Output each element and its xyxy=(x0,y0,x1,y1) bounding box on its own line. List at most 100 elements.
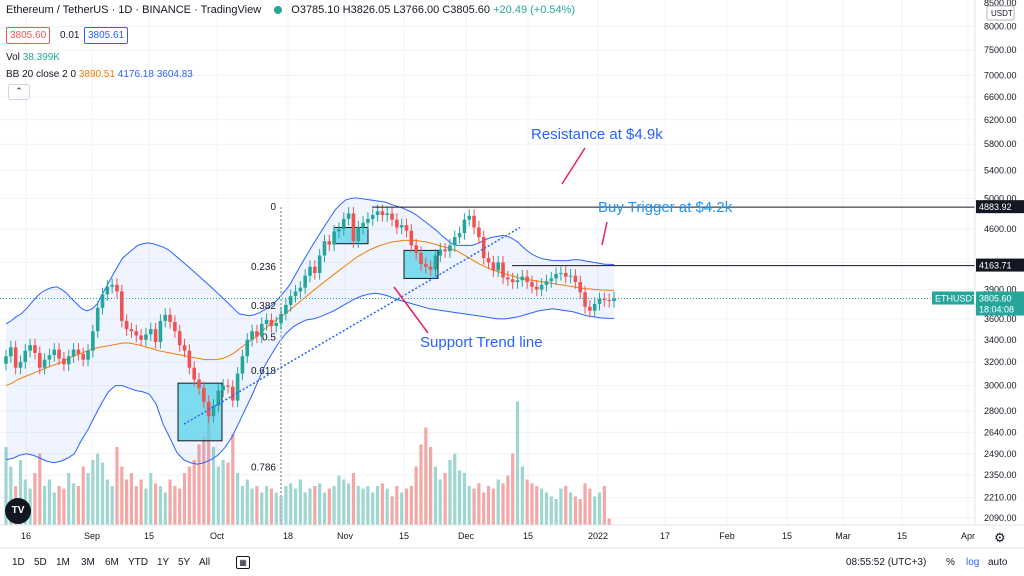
candle-body xyxy=(158,320,163,342)
volume-bar xyxy=(313,486,317,525)
timeframe-5d[interactable]: 5D xyxy=(34,557,47,568)
timeframe-all[interactable]: All xyxy=(199,557,211,568)
timeframe-ytd[interactable]: YTD xyxy=(128,557,148,568)
auto-toggle[interactable]: auto xyxy=(988,557,1008,568)
volume-bar xyxy=(182,473,187,525)
x-tick-label: 2022 xyxy=(588,531,608,541)
volume-bar xyxy=(404,488,409,525)
timeframe-3m[interactable]: 3M xyxy=(81,557,95,568)
candle-body xyxy=(404,225,409,231)
candle-body xyxy=(211,405,216,417)
candle-body xyxy=(477,227,481,238)
candle-body xyxy=(530,282,534,287)
candle-body xyxy=(284,304,288,314)
candle-body xyxy=(226,385,230,387)
log-toggle[interactable]: log xyxy=(966,557,980,568)
timeframe-1m[interactable]: 1M xyxy=(56,557,70,568)
bid-price-box[interactable]: 3805.60 xyxy=(6,27,51,44)
candle-body xyxy=(177,331,182,346)
volume-bar xyxy=(163,492,167,525)
volume-bar xyxy=(588,488,592,525)
candle-body xyxy=(583,292,587,307)
volume-bar xyxy=(549,496,553,525)
timeframe-6m[interactable]: 6M xyxy=(105,557,119,568)
spread-value: 0.01 xyxy=(60,30,80,41)
candle-body xyxy=(433,255,438,270)
percent-toggle[interactable]: % xyxy=(946,557,955,568)
candle-body xyxy=(23,350,28,362)
candle-body xyxy=(240,356,245,374)
x-tick-label: 18 xyxy=(283,531,293,541)
fib-level-label: 0.5 xyxy=(262,333,276,344)
candle-body xyxy=(62,358,66,365)
candle-body xyxy=(452,237,457,246)
fib-level-label: 0.382 xyxy=(251,301,276,312)
candle-body xyxy=(255,331,259,337)
candle-body xyxy=(486,258,491,263)
candle-body xyxy=(472,215,476,228)
candle-body xyxy=(9,347,13,357)
candle-body xyxy=(313,266,317,274)
candle-body xyxy=(612,298,616,301)
volume-bar xyxy=(43,486,47,525)
y-tick-label: 6200.00 xyxy=(984,115,1017,125)
candle-body xyxy=(91,331,95,351)
volume-bar xyxy=(260,492,264,525)
candle-body xyxy=(578,282,583,293)
candle-body xyxy=(298,287,303,292)
volume-value: 38.399K xyxy=(22,52,60,63)
volume-bar xyxy=(443,473,447,525)
volume-bar xyxy=(105,479,109,525)
x-tick-label: 16 xyxy=(21,531,31,541)
volume-bar xyxy=(86,473,90,525)
volume-bar xyxy=(438,479,442,525)
volume-bar xyxy=(293,488,298,525)
volume-bar xyxy=(564,486,568,525)
candle-body xyxy=(597,299,602,304)
fib-level-label: 0.618 xyxy=(251,366,276,377)
y-tick-label: 2350.00 xyxy=(984,470,1017,480)
settings-gear-icon[interactable]: ⚙ xyxy=(994,530,1006,545)
volume-bar xyxy=(467,486,471,525)
candle-body xyxy=(356,227,361,242)
highlight-box-1 xyxy=(177,382,223,442)
x-tick-label: 15 xyxy=(782,531,792,541)
clock[interactable]: 08:55:52 (UTC+3) xyxy=(846,557,927,568)
symbol-tag-bg xyxy=(932,291,974,305)
volume-bar xyxy=(289,483,293,525)
y-tick-label: 4600.00 xyxy=(984,224,1017,234)
volume-bar xyxy=(593,496,597,525)
volume-bar xyxy=(52,492,56,525)
timeframe-5y[interactable]: 5Y xyxy=(178,557,191,568)
candle-body xyxy=(481,237,486,259)
candle-body xyxy=(539,284,544,290)
volume-bar xyxy=(231,434,235,525)
timeframe-1y[interactable]: 1Y xyxy=(157,557,170,568)
candle-body xyxy=(501,262,505,278)
candle-body xyxy=(216,390,221,406)
calendar-range-icon[interactable]: ▦ xyxy=(236,556,250,569)
volume-bar xyxy=(506,475,510,525)
volume-bar xyxy=(245,479,249,525)
timeframe-1d[interactable]: 1D xyxy=(12,557,25,568)
volume-bar xyxy=(347,483,351,525)
volume-bar xyxy=(351,473,356,525)
annotation-arrow-resistance xyxy=(561,147,586,185)
candle-body xyxy=(573,275,578,283)
y-tick-label: 3600.00 xyxy=(984,314,1017,324)
candle-body xyxy=(515,280,520,283)
volume-bar xyxy=(462,473,467,525)
candle-body xyxy=(4,356,8,364)
volume-bar xyxy=(448,460,452,525)
candle-body xyxy=(322,241,327,256)
candle-body xyxy=(202,388,206,402)
annotation-arrow-buy xyxy=(601,221,608,246)
y-tick-label: 7500.00 xyxy=(984,45,1017,55)
volume-bar xyxy=(322,492,327,525)
last-price-label: 3805.60 xyxy=(979,294,1012,304)
currency-tag xyxy=(986,5,1015,21)
ask-price-box[interactable]: 3805.61 xyxy=(84,27,129,44)
volume-bar xyxy=(477,483,481,525)
collapse-legend-button[interactable]: ⌃ xyxy=(8,84,30,100)
